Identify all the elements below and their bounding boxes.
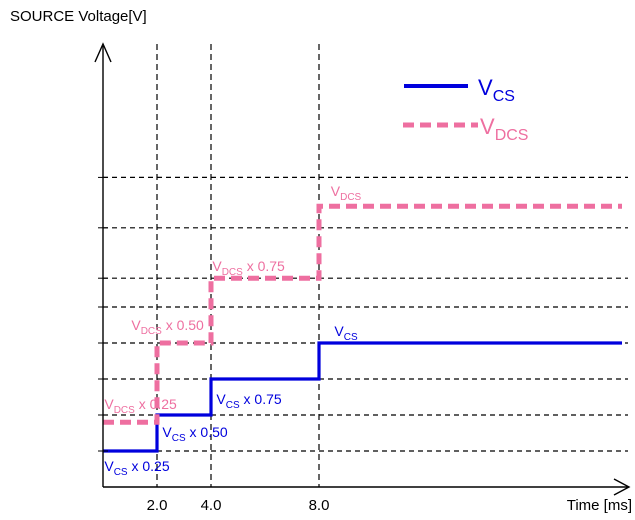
annotation-vdcs: VDCS x 0.25 [104, 396, 177, 416]
grid-layer [103, 44, 628, 487]
x-tick-label: 4.0 [201, 497, 222, 514]
x-axis-arrow [613, 478, 631, 496]
legend: VCS VDCS [403, 75, 528, 144]
x-tick-label: 2.0 [147, 497, 168, 514]
annotation-vdcs: VDCS x 0.75 [212, 258, 285, 278]
annotation-vcs: VCS x 0.25 [104, 458, 169, 478]
legend-vcs-label: VCS [478, 75, 515, 105]
label-layer: SOURCE Voltage[V] Time [ms] [10, 8, 632, 514]
annotation-layer: VCS x 0.25 VCS x 0.50 VCS x 0.75 VCS VDCS x … [104, 183, 361, 478]
tick-layer: 2.0 4.0 8.0 [147, 497, 330, 514]
series-vcs-line [103, 341, 622, 453]
annotation-vdcs: VDCS x 0.50 [131, 317, 204, 337]
annotation-vcs: VCS x 0.75 [216, 391, 281, 411]
x-tick-label: 8.0 [309, 497, 330, 514]
annotation-vdcs: VDCS [331, 183, 362, 203]
series-layer [103, 203, 622, 453]
x-axis-label: Time [ms] [567, 497, 632, 514]
annotation-vcs: VCS [334, 323, 358, 343]
axis-layer [94, 42, 631, 496]
annotation-vcs: VCS x 0.50 [162, 424, 227, 444]
series-vdcs-line [103, 203, 622, 425]
legend-vdcs-label: VDCS [480, 114, 528, 144]
y-axis-arrow [94, 42, 112, 63]
y-axis-label: SOURCE Voltage[V] [10, 8, 147, 25]
